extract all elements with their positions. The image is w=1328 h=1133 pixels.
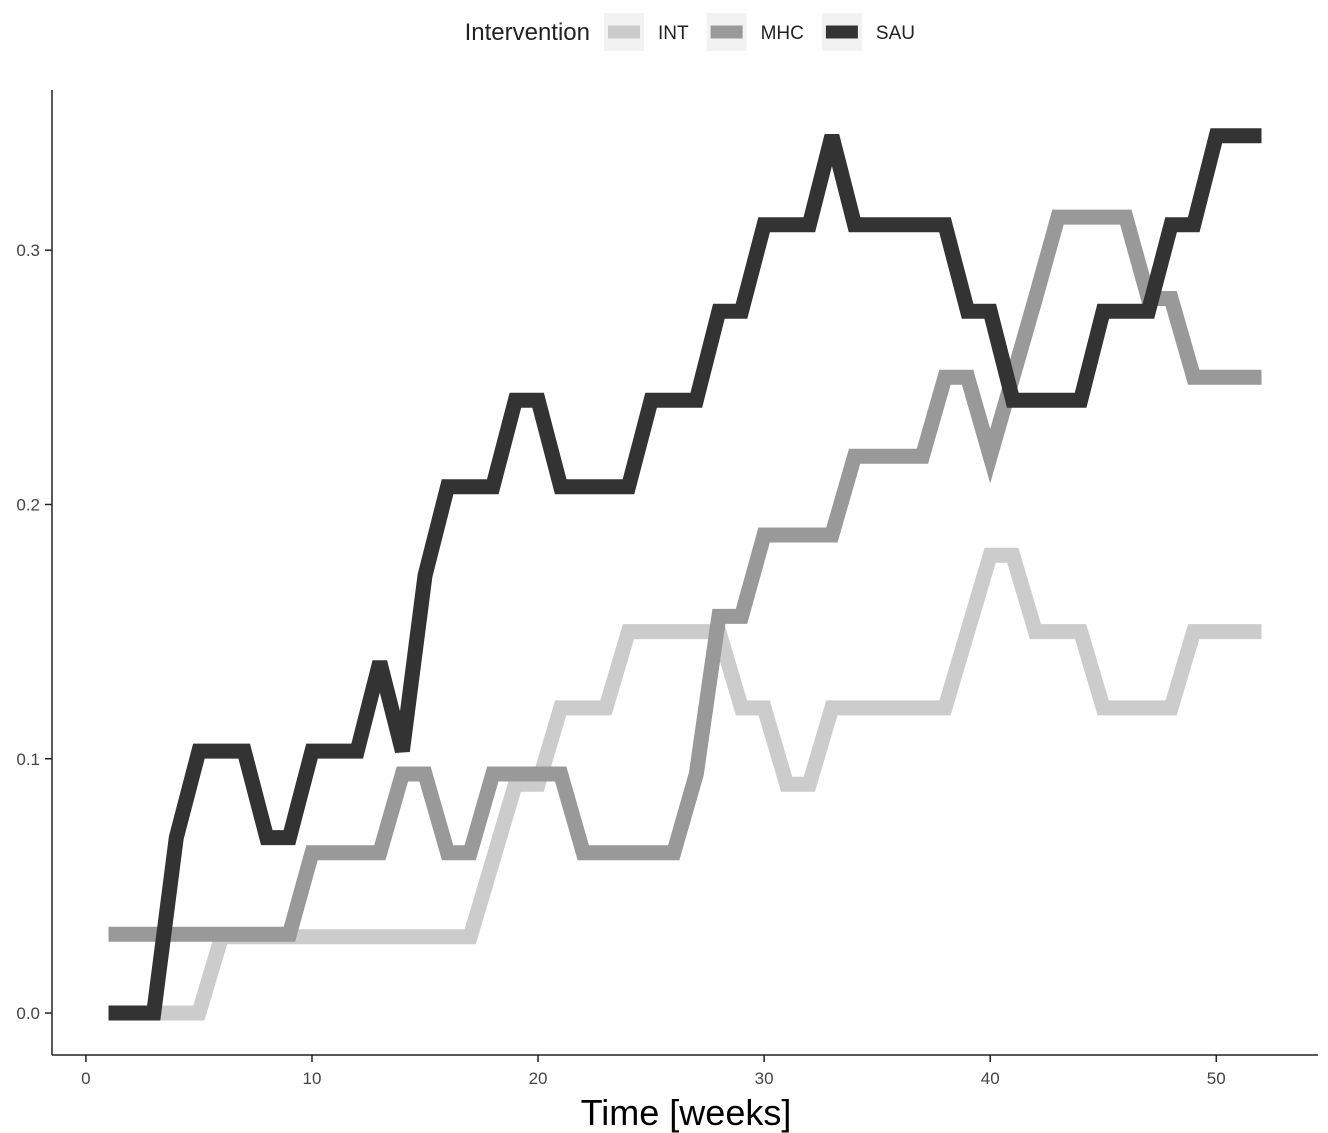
y-tick-label: 0.1 [16,750,40,769]
axes: 0 10 20 30 40 50 0.0 0.1 0.2 0.3 [16,90,1318,1088]
series-layer [108,128,1262,1021]
x-tick-label: 50 [1207,1069,1226,1088]
x-tick-label: 0 [81,1069,90,1088]
x-ticks: 0 10 20 30 40 50 [81,1055,1226,1088]
x-tick-label: 30 [755,1069,774,1088]
y-tick-label: 0.3 [16,241,40,260]
series-line-int [108,547,1262,1021]
legend-item-int: INT [604,13,689,51]
x-tick-label: 10 [303,1069,322,1088]
legend: Intervention INT MHC SAU [465,13,915,51]
legend-label: SAU [876,23,915,44]
legend-item-mhc: MHC [706,13,804,51]
legend-label: MHC [761,23,804,44]
y-tick-label: 0.2 [16,495,40,514]
x-tick-label: 40 [981,1069,1000,1088]
x-axis-title: Time [weeks] [581,1092,792,1133]
legend-title: Intervention [465,19,590,46]
x-tick-label: 20 [529,1069,548,1088]
legend-item-sau: SAU [821,13,915,51]
legend-label: INT [658,23,689,44]
y-ticks: 0.0 0.1 0.2 0.3 [16,241,52,1023]
series-line-mhc [108,209,1262,942]
series-line-sau [108,128,1262,1021]
y-tick-label: 0.0 [16,1004,40,1023]
